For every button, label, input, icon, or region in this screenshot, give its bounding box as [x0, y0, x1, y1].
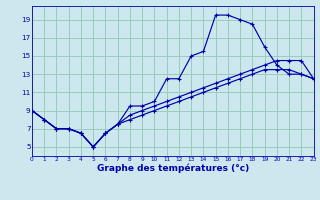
X-axis label: Graphe des températures (°c): Graphe des températures (°c): [97, 163, 249, 173]
